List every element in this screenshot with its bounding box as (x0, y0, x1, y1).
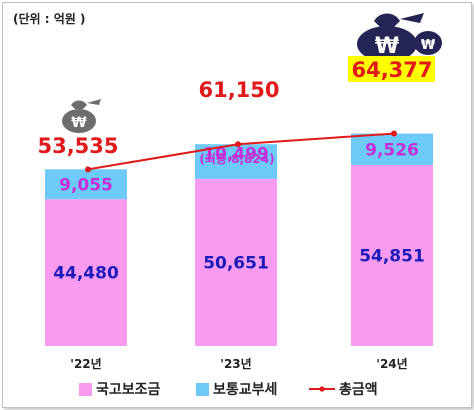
legend-marker-total (319, 386, 325, 392)
line-point-1 (235, 141, 241, 148)
bar-subsidy-2 (351, 164, 433, 346)
data-label-grant-0: 9,055 (59, 175, 113, 195)
x-tick-label-0: '22년 (70, 357, 101, 371)
legend-swatch-grant (196, 383, 209, 396)
line-point-2 (391, 130, 397, 137)
bar-grant-2 (351, 133, 433, 165)
legend-label-subsidy: 국고보조금 (96, 382, 161, 398)
data-label-subsidy-0: 44,480 (53, 264, 119, 284)
svg-text:₩: ₩ (375, 34, 399, 59)
money-bag-icon-large: ₩ ₩ (357, 13, 442, 62)
bar-subsidy-0 (45, 199, 127, 346)
x-tick-label-1: '23년 (220, 357, 251, 371)
data-label-subsidy-1: 50,651 (203, 253, 269, 273)
legend: 국고보조금 보통교부세 총금액 (79, 381, 378, 398)
total-label-2: 64,377 (351, 58, 432, 82)
data-label-grant-1: 10,499 (203, 145, 269, 165)
svg-text:₩: ₩ (71, 115, 87, 131)
total-label-0: 53,535 (37, 134, 118, 158)
bar-subsidy-1 (195, 178, 277, 346)
total-label-1: 61,150 (198, 78, 279, 102)
bar-grant-0 (45, 169, 127, 200)
money-bag-icon-small: ₩ (62, 99, 101, 133)
unit-label: (단위 : 억원 ) (13, 11, 85, 26)
svg-text:₩: ₩ (421, 38, 436, 53)
legend-label-grant: 보통교부세 (213, 382, 277, 398)
legend-label-total: 총금액 (339, 381, 378, 398)
data-label-grant-2: 9,526 (365, 140, 419, 160)
x-tick-label-2: '24년 (376, 357, 407, 371)
annotation-final-23: (최종 8,824) (199, 151, 274, 166)
line-point-0 (85, 166, 91, 173)
data-label-subsidy-2: 54,851 (359, 246, 425, 266)
legend-swatch-subsidy (79, 383, 92, 396)
total-highlight-box (348, 56, 435, 82)
chart-canvas: (단위 : 억원 ) ₩ ₩ ₩ 44,480 9,055 50,651 10,499… (13, 11, 442, 398)
